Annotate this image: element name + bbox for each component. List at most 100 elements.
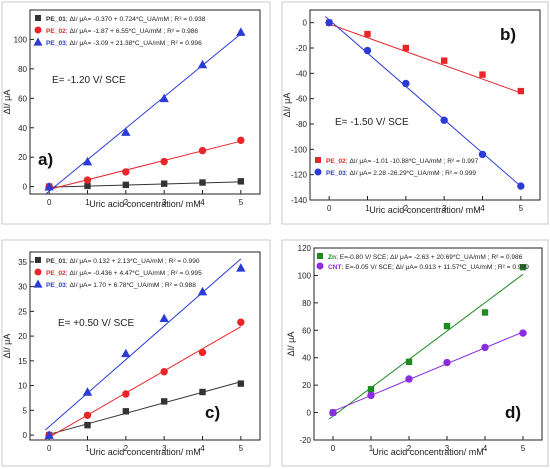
x-tick-label: 5 [519, 204, 524, 213]
chart-panel-1: 0 1 2 3 4 5 0 20 40 60 80 100 Uric acid concentratio… [1, 1, 271, 225]
data-point-pe_02 [517, 87, 525, 95]
legend-marker [316, 262, 324, 270]
y-tick-label: 100 [298, 271, 312, 280]
legend-marker [315, 157, 321, 163]
data-point-pe_03 [517, 182, 525, 190]
data-point-pe_02 [237, 136, 245, 144]
legend-entry: PE_02; ΔI/ μA= -1.87 + 6.55*C_UA/mM ; R²… [46, 28, 198, 35]
data-point-pe_02 [402, 44, 410, 52]
y-tick-label: 60 [302, 326, 311, 335]
x-tick-label: 2 [404, 204, 409, 213]
legend-marker [35, 257, 41, 263]
data-point-zn [405, 358, 413, 366]
x-tick-label: 2 [407, 444, 412, 453]
legend-series-name: PE_01 [46, 258, 66, 265]
y-tick-label: 0 [303, 19, 308, 28]
chart-panel-3: 0 1 2 3 4 5 0 5 10 15 20 25 30 35 Uric acid concentrat… [1, 239, 271, 467]
data-point-pe_02 [198, 348, 207, 357]
x-tick-label: 3 [445, 444, 450, 453]
x-tick-label: 0 [47, 444, 52, 453]
legend-series-name: PE_03 [326, 170, 346, 177]
legend-entry: PE_03; ΔI/ μA= 2.28 -26.29*C_UA/mM ; R² … [326, 170, 476, 177]
y-tick-label: -140 [291, 196, 308, 205]
data-point-pe_02 [479, 71, 486, 78]
x-tick-label: 2 [124, 444, 129, 453]
x-tick-label: 0 [47, 198, 52, 207]
legend-entry: PE_02; ΔI/ μA= -0.436 + 4.47*C_UA/mM ; R… [46, 270, 202, 277]
y-tick-label: 15 [18, 357, 27, 366]
panel-label: c) [205, 403, 220, 422]
legend-entry: CNT; E=-0.05 V/ SCE; ΔI/ μA= 0.913 + 11.… [328, 264, 529, 271]
data-point-pe_03 [121, 348, 131, 358]
legend-entry: PE_03; ΔI/ μA= -3.09 + 21.38*C_UA/mM ; R… [46, 40, 202, 47]
data-point-pe_02 [364, 30, 371, 38]
legend-marker [34, 268, 42, 276]
data-point-pe_03 [236, 263, 246, 272]
legend-entry: PE_02; ΔI/ μA= -1.01 -10.88*C_UA/mM ; R²… [326, 158, 479, 165]
y-tick-label: -20 [299, 436, 311, 445]
legend-entry: Zn; E=-0.80 V/ SCE; ΔI/ μA= -2.63 + 20.6… [328, 254, 523, 261]
data-point-pe_01 [199, 179, 206, 186]
data-point-zn [367, 386, 375, 393]
x-tick-label: 2 [124, 198, 129, 207]
plot-area [29, 9, 261, 195]
data-point-pe_01 [122, 181, 130, 189]
y-tick-label: 20 [18, 153, 27, 162]
x-tick-label: 3 [162, 444, 167, 453]
data-point-pe_02 [160, 157, 168, 166]
data-point-cnt [367, 391, 375, 400]
plot-area [313, 247, 543, 441]
panel-label: a) [38, 150, 53, 169]
plot-area [29, 251, 261, 441]
fit-line-pe_03 [45, 258, 242, 431]
x-axis-label: Uric acid concentration/ mM [89, 447, 201, 457]
y-tick-label: 25 [18, 307, 27, 316]
legend-equation: ; ΔI/ μA= -0.370 + 0.724*C_UA/mM ; R² = … [66, 16, 206, 23]
data-point-pe_03 [82, 387, 93, 396]
legend-entry: PE_01; ΔI/ μA= 0.132 + 2.13*C_UA/mM ; R²… [46, 258, 200, 265]
data-point-pe_03 [440, 116, 448, 124]
legend-equation: ; E=-0.80 V/ SCE; ΔI/ μA= -2.63 + 20.69*… [336, 254, 523, 261]
x-tick-label: 0 [327, 204, 332, 213]
panel-border [1, 1, 271, 225]
y-tick-label: 20 [302, 381, 311, 390]
legend-marker [35, 15, 41, 21]
y-tick-label: 60 [18, 94, 27, 103]
y-tick-label: -120 [291, 171, 308, 180]
data-point-cnt [481, 343, 489, 352]
y-tick-label: 0 [307, 409, 312, 418]
fit-line-pe_01 [45, 381, 241, 436]
data-point-pe_01 [160, 398, 168, 405]
data-point-pe_03 [44, 430, 54, 439]
data-point-pe_03 [363, 46, 372, 55]
x-axis-label: Uric acid concentration/ mM [89, 199, 201, 209]
data-point-pe_03 [159, 93, 169, 103]
legend-marker [317, 253, 323, 259]
y-tick-label: -60 [295, 95, 307, 104]
data-point-pe_02 [83, 176, 92, 184]
legend-entry: PE_01; ΔI/ μA= -0.370 + 0.724*C_UA/mM ; … [46, 16, 206, 23]
fit-line-pe_01 [45, 181, 241, 188]
data-point-pe_02 [198, 146, 207, 155]
x-tick-label: 5 [239, 444, 244, 453]
chart-panel-2: 0 1 2 3 4 5 0 -20 -40 -60 -80 -100 -120 -140 Uric acid… [281, 1, 549, 225]
legend-series-name: PE_02 [46, 28, 66, 35]
legend-marker [34, 26, 42, 34]
data-point-zn [443, 322, 451, 330]
data-point-pe_01 [199, 388, 206, 396]
data-point-pe_03 [159, 313, 169, 323]
potential-annotation: E= -1.50 V/ SCE [335, 117, 409, 128]
panel-label: d) [505, 403, 521, 422]
panel-border [281, 239, 549, 467]
legend-marker [33, 37, 43, 46]
data-point-zn [481, 309, 489, 316]
y-tick-label: -20 [295, 44, 307, 53]
chart-panel-4: 0 1 2 3 4 5 -20 0 20 40 60 80 100 120 Uric acid concen… [281, 239, 549, 467]
y-tick-label: 5 [23, 406, 28, 415]
data-point-pe_01 [237, 380, 245, 387]
x-tick-label: 4 [483, 444, 488, 453]
panel-label: b) [500, 25, 516, 44]
data-point-pe_02 [122, 390, 130, 398]
panel-border [281, 1, 549, 225]
potential-annotation: E= -1.20 V/ SCE [52, 75, 126, 86]
